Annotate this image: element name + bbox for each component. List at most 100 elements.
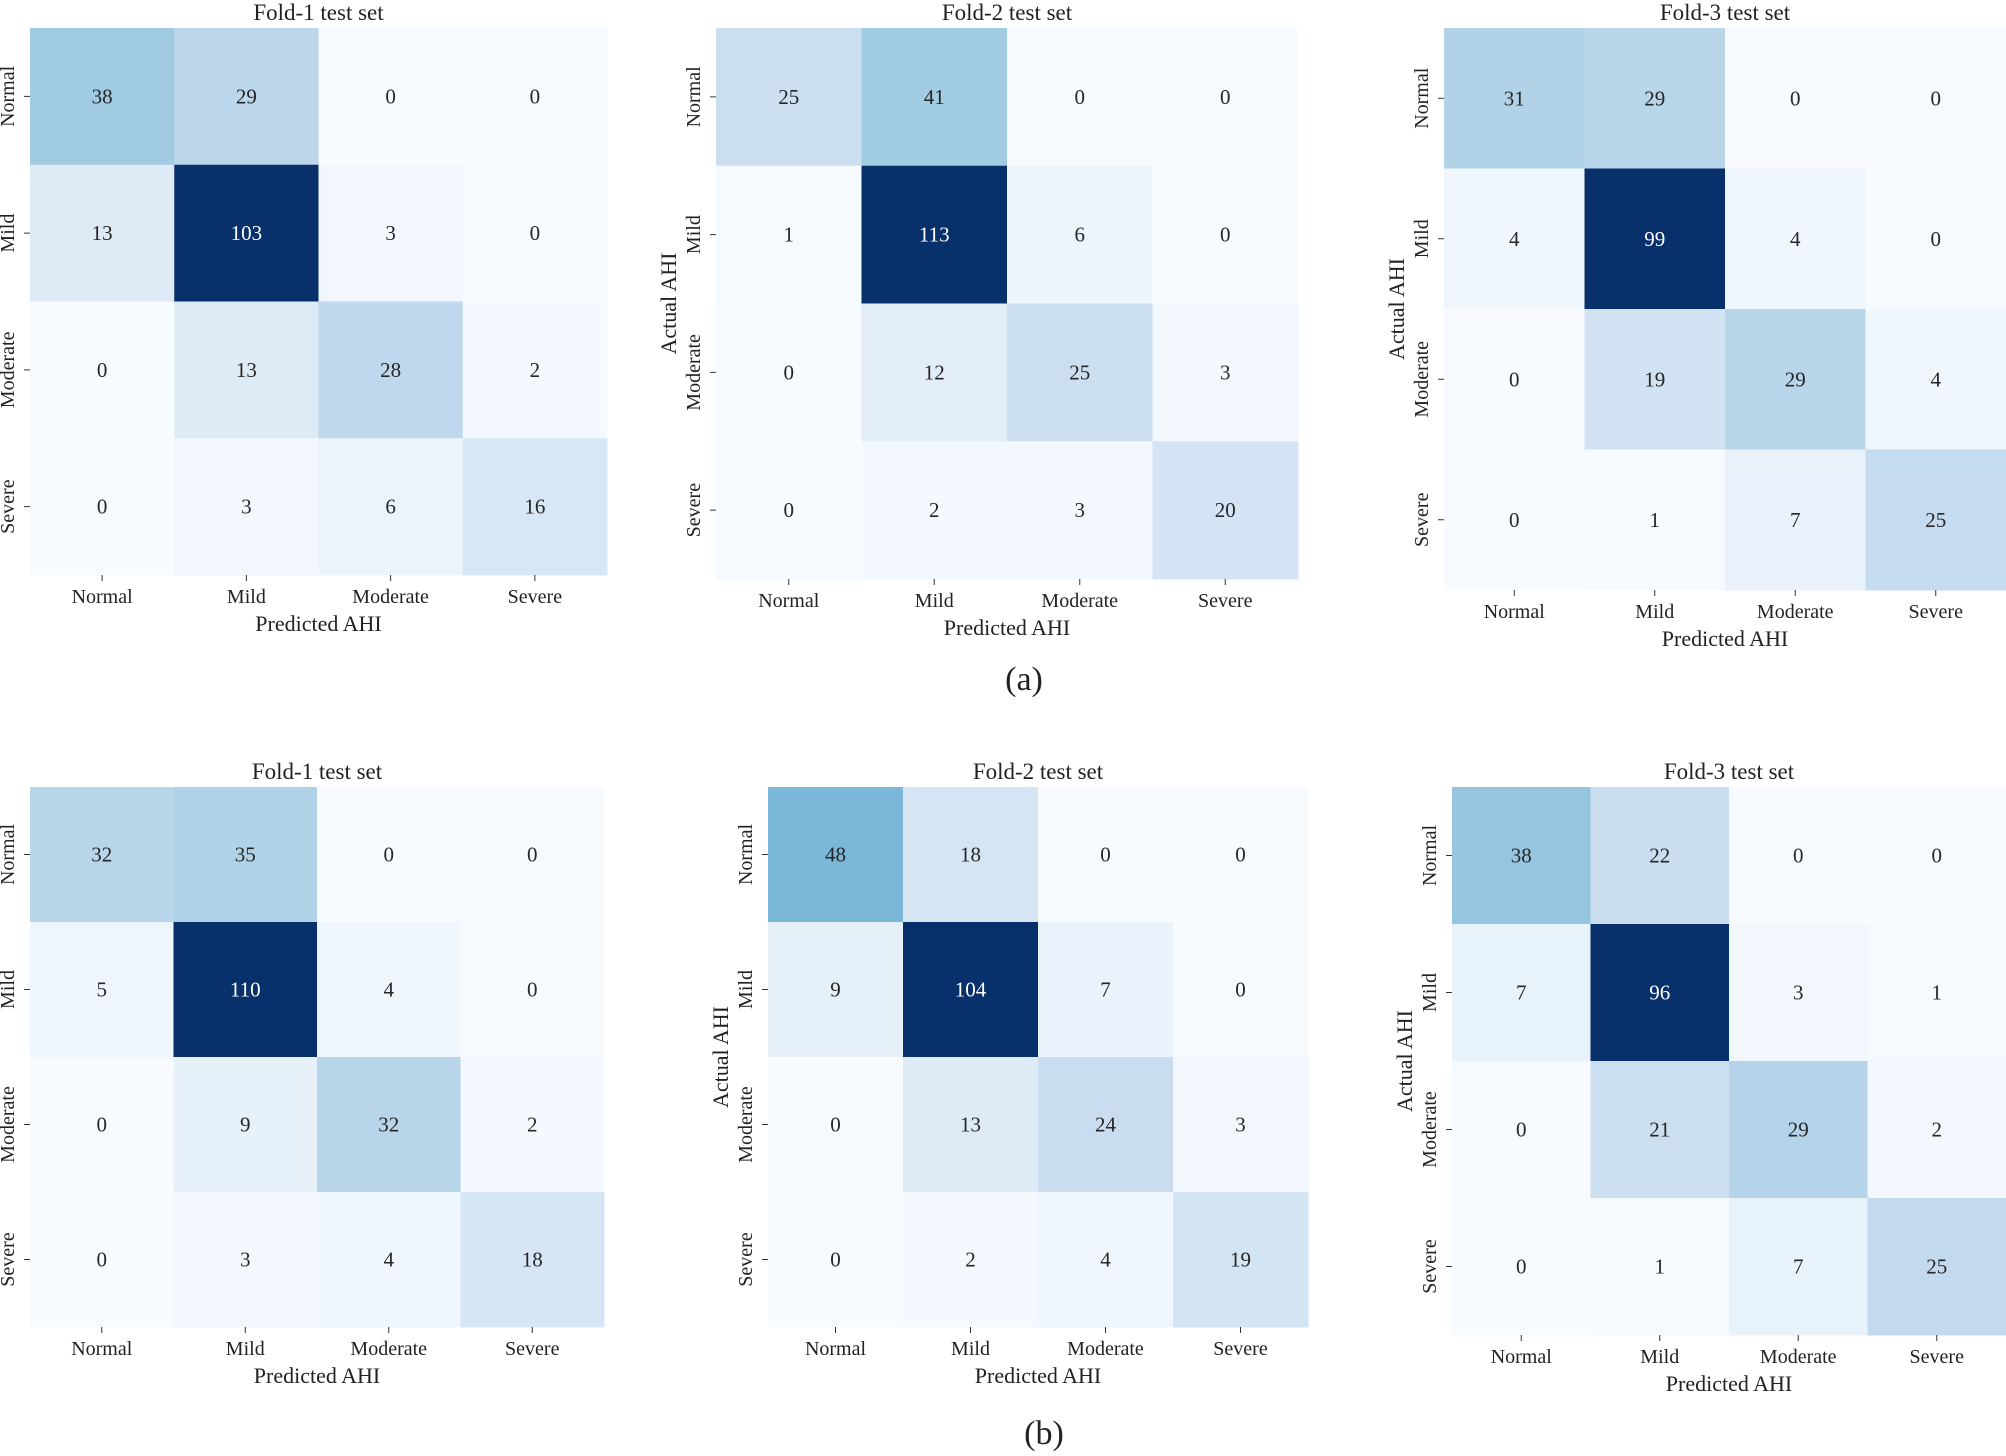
heatmap-cell bbox=[1038, 787, 1174, 923]
cell-value: 0 bbox=[97, 358, 108, 382]
cell-value: 6 bbox=[1075, 223, 1086, 247]
heatmap-cell bbox=[1444, 168, 1585, 310]
x-tick-label: Severe bbox=[1910, 1346, 1965, 1368]
cell-value: 0 bbox=[1220, 223, 1231, 247]
heatmap-cell bbox=[1590, 787, 1730, 925]
x-tick-label: Mild bbox=[1635, 601, 1674, 623]
heatmap-cell bbox=[1867, 924, 2006, 1062]
heatmap-cell bbox=[460, 922, 605, 1058]
heatmap-cell bbox=[30, 1192, 174, 1328]
y-tick-label: Normal bbox=[683, 66, 705, 128]
heatmap-cell bbox=[317, 922, 461, 1058]
y-axis-label: Actual AHI bbox=[656, 252, 681, 354]
cell-value: 25 bbox=[1926, 1255, 1947, 1279]
heatmap-cell bbox=[903, 787, 1039, 923]
heatmap-cell bbox=[173, 787, 318, 923]
cell-value: 0 bbox=[527, 978, 538, 1002]
cell-value: 25 bbox=[1925, 508, 1946, 532]
cell-value: 0 bbox=[1793, 844, 1804, 868]
heatmap-cell bbox=[318, 301, 464, 439]
heatmap-cell bbox=[30, 301, 175, 439]
cell-value: 7 bbox=[1790, 508, 1801, 532]
cell-value: 113 bbox=[919, 223, 950, 247]
cell-value: 7 bbox=[1793, 1255, 1804, 1279]
heatmap-cell bbox=[1173, 1192, 1309, 1328]
cell-value: 24 bbox=[1095, 1113, 1117, 1137]
heatmap-cell bbox=[1584, 168, 1726, 310]
cell-value: 2 bbox=[527, 1113, 538, 1137]
cell-value: 31 bbox=[1504, 86, 1525, 110]
cell-value: 48 bbox=[825, 843, 846, 867]
y-tick-label: Severe bbox=[0, 1232, 19, 1287]
heatmap-cell bbox=[716, 28, 862, 167]
heatmap-cell bbox=[30, 922, 174, 1058]
chart-title: Fold-1 test set bbox=[253, 0, 384, 25]
cell-value: 4 bbox=[1931, 367, 1942, 391]
x-tick-label: Moderate bbox=[1041, 590, 1118, 612]
heatmap-cell bbox=[173, 922, 318, 1058]
cell-value: 4 bbox=[1509, 227, 1520, 251]
confusion-matrix-6: 38 22 0 0 7 96 3 1 0 21 29 2 0 1 7 25 Fold-3 test set Nor… bbox=[1392, 759, 2006, 1396]
heatmap-cell bbox=[30, 164, 175, 302]
cell-value: 1 bbox=[1655, 1255, 1666, 1279]
cell-value: 1 bbox=[784, 223, 795, 247]
cell-value: 0 bbox=[830, 1113, 841, 1137]
y-axis-label: Actual AHI bbox=[708, 1006, 733, 1108]
heatmap-cell bbox=[861, 28, 1008, 167]
cell-value: 9 bbox=[240, 1113, 251, 1137]
heatmap-cell bbox=[903, 1192, 1039, 1328]
heatmap-cell bbox=[462, 28, 608, 166]
chart-title: Fold-3 test set bbox=[1664, 759, 1795, 784]
heatmap-cell bbox=[1725, 28, 1866, 169]
cell-value: 4 bbox=[384, 1248, 395, 1272]
heatmap-cell bbox=[903, 922, 1039, 1058]
cell-value: 0 bbox=[1931, 227, 1942, 251]
cell-value: 3 bbox=[385, 221, 396, 245]
confusion-matrix-2: 25 41 0 0 1 113 6 0 0 12 25 3 0 2 3 20 Fold-2 test set No… bbox=[656, 0, 1299, 640]
y-tick-label: Severe bbox=[1419, 1239, 1441, 1294]
cell-value: 0 bbox=[97, 1113, 108, 1137]
y-tick-label: Normal bbox=[1411, 67, 1433, 129]
heatmap-cell bbox=[1444, 309, 1585, 450]
heatmap-cell bbox=[462, 301, 608, 439]
cell-value: 0 bbox=[385, 84, 396, 108]
confusion-matrix-1: 38 29 0 0 13 103 3 0 0 13 28 2 0 3 6 16 Fold-1 test set N… bbox=[0, 0, 608, 636]
heatmap-cell bbox=[1152, 303, 1299, 442]
cell-value: 96 bbox=[1649, 981, 1670, 1005]
heatmap-cell bbox=[1729, 924, 1868, 1062]
heatmap-cell bbox=[460, 787, 605, 923]
heatmap-cell bbox=[1865, 309, 2006, 450]
heatmap-cell bbox=[1452, 787, 1591, 925]
cell-value: 0 bbox=[1931, 86, 1942, 110]
cell-value: 13 bbox=[236, 358, 257, 382]
cell-value: 7 bbox=[1100, 978, 1111, 1002]
heatmap-cell bbox=[30, 28, 175, 166]
heatmap-cell bbox=[1038, 1057, 1174, 1193]
cell-value: 0 bbox=[784, 360, 795, 384]
heatmap-cell bbox=[1038, 922, 1174, 1058]
cell-value: 29 bbox=[236, 84, 257, 108]
cell-value: 6 bbox=[385, 495, 396, 519]
heatmap-cell bbox=[1725, 309, 1866, 450]
x-tick-label: Moderate bbox=[352, 586, 429, 608]
cell-value: 18 bbox=[522, 1248, 543, 1272]
cell-value: 22 bbox=[1649, 844, 1670, 868]
heatmap-cell bbox=[1584, 309, 1726, 450]
heatmap-cell bbox=[1452, 1198, 1591, 1336]
y-tick-label: Normal bbox=[1419, 825, 1441, 887]
heatmap-cell bbox=[1152, 441, 1299, 580]
heatmap-cell bbox=[768, 1057, 904, 1193]
cell-value: 1 bbox=[1932, 981, 1943, 1005]
chart-title: Fold-1 test set bbox=[252, 759, 383, 784]
y-axis-label: Actual AHI bbox=[1384, 258, 1409, 360]
cell-value: 41 bbox=[924, 85, 945, 109]
y-tick-label: Moderate bbox=[0, 331, 19, 408]
y-axis-label: Actual AHI bbox=[1392, 1010, 1417, 1112]
y-tick-label: Severe bbox=[735, 1232, 757, 1287]
cell-value: 110 bbox=[230, 978, 261, 1002]
heatmap-cell bbox=[1590, 924, 1730, 1062]
heatmap-cell bbox=[1865, 449, 2006, 591]
heatmap-cell bbox=[1152, 28, 1299, 167]
y-tick-label: Moderate bbox=[1419, 1091, 1441, 1168]
